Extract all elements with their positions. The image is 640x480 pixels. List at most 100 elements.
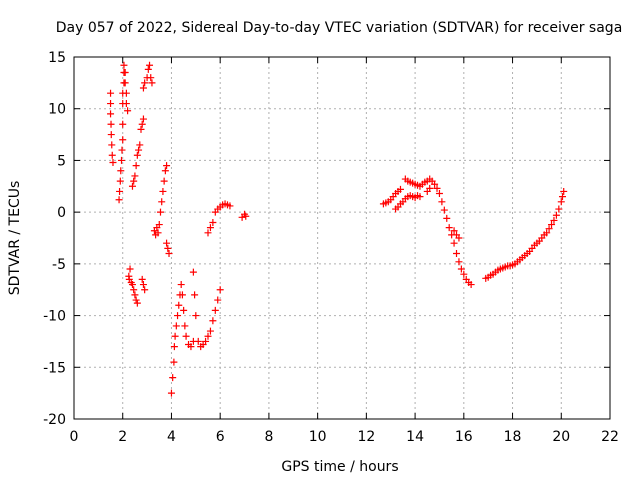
data-point <box>206 327 214 335</box>
data-point <box>146 61 154 69</box>
grid-lines <box>73 56 611 420</box>
data-point <box>158 198 166 206</box>
data-point <box>139 281 147 289</box>
y-tick-label: -20 <box>43 412 66 428</box>
data-point <box>170 358 178 366</box>
x-tick-label: 14 <box>406 429 424 445</box>
data-point <box>131 291 139 299</box>
data-point <box>124 107 132 115</box>
data-point <box>242 212 250 220</box>
data-point <box>130 286 138 294</box>
data-point <box>135 146 143 154</box>
data-point <box>545 225 553 233</box>
data-point <box>209 218 217 226</box>
data-point <box>552 211 560 219</box>
data-point <box>560 187 568 195</box>
data-point <box>118 146 126 154</box>
data-point <box>122 89 130 97</box>
data-point <box>187 343 195 351</box>
data-point <box>455 234 463 242</box>
data-point <box>189 268 197 276</box>
data-point <box>209 317 217 325</box>
x-tick-label: 20 <box>552 429 570 445</box>
data-point <box>119 120 127 128</box>
data-point <box>117 167 125 175</box>
data-point <box>118 156 126 164</box>
x-tick-label: 8 <box>264 429 273 445</box>
y-axis-label: SDTVAR / TECUs <box>7 181 23 296</box>
data-point <box>433 184 441 192</box>
data-point <box>445 224 453 232</box>
data-point <box>550 216 558 224</box>
data-point <box>206 224 214 232</box>
data-point <box>450 239 458 247</box>
data-point <box>141 286 149 294</box>
data-point <box>108 151 116 159</box>
data-point <box>443 214 451 222</box>
data-point <box>178 291 186 299</box>
data-point <box>121 79 129 87</box>
data-point <box>426 184 434 192</box>
data-point <box>181 322 189 330</box>
data-point <box>163 162 171 170</box>
data-point <box>138 120 146 128</box>
data-point <box>438 198 446 206</box>
data-point <box>130 177 138 185</box>
data-point <box>543 229 551 237</box>
data-point <box>126 265 134 273</box>
data-point <box>128 281 136 289</box>
data-points <box>107 61 568 397</box>
data-point <box>122 100 130 108</box>
y-tick-label: 15 <box>48 50 66 66</box>
data-point <box>202 337 210 345</box>
data-point <box>192 312 200 320</box>
chart-title: Day 057 of 2022, Sidereal Day-to-day VTE… <box>56 20 623 36</box>
data-point <box>107 110 115 118</box>
x-tick-label: 6 <box>216 429 225 445</box>
plot-frame <box>73 56 611 420</box>
y-tick-label: -5 <box>52 257 66 273</box>
data-point <box>154 229 162 237</box>
data-point <box>161 167 169 175</box>
data-point <box>191 291 199 299</box>
data-point <box>148 79 156 87</box>
x-axis-label: GPS time / hours <box>281 459 398 475</box>
x-tick-label: 22 <box>601 429 619 445</box>
data-point <box>455 258 463 266</box>
data-point <box>172 322 180 330</box>
data-point <box>555 205 563 213</box>
data-point <box>137 125 145 133</box>
data-point <box>139 84 147 92</box>
data-point <box>107 100 115 108</box>
data-point <box>548 221 556 229</box>
data-point <box>396 185 404 193</box>
data-point <box>138 275 146 283</box>
y-tick-label: 0 <box>57 205 66 221</box>
data-point <box>180 306 188 314</box>
x-tick-label: 16 <box>455 429 473 445</box>
data-point <box>132 296 140 304</box>
data-point <box>194 337 202 345</box>
data-point <box>457 265 465 273</box>
data-point <box>116 187 124 195</box>
x-tick-label: 2 <box>118 429 127 445</box>
data-point <box>204 332 212 340</box>
data-point <box>450 227 458 235</box>
data-point <box>440 206 448 214</box>
data-point <box>174 312 182 320</box>
data-point <box>128 182 136 190</box>
data-point <box>211 306 219 314</box>
data-point <box>416 193 424 201</box>
data-point <box>144 65 152 73</box>
data-point <box>460 270 468 278</box>
data-point <box>133 151 141 159</box>
y-tick-label: 5 <box>57 153 66 169</box>
data-point <box>557 198 565 206</box>
data-point <box>164 244 172 252</box>
data-point <box>177 281 185 289</box>
data-point <box>170 343 178 351</box>
data-point <box>226 202 234 210</box>
data-point <box>147 74 155 82</box>
data-point <box>108 141 116 149</box>
data-point <box>155 221 163 229</box>
